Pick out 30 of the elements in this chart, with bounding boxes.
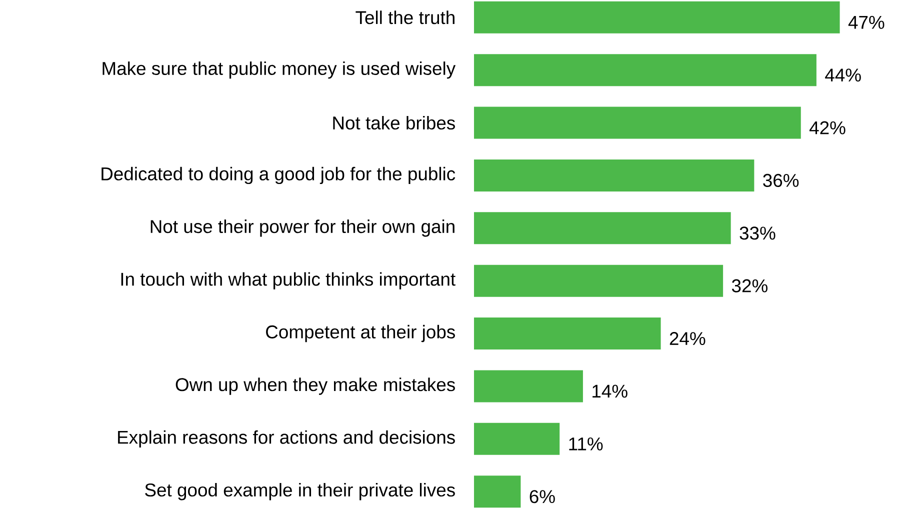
y-tick-label: Competent at their jobs <box>266 324 455 342</box>
data-label: 14% <box>592 384 628 398</box>
y-tick-label: Set good example in their private lives <box>145 483 455 500</box>
data-label: 44% <box>825 68 861 82</box>
data-label: 36% <box>763 174 799 187</box>
bar <box>474 106 801 139</box>
bar <box>474 54 816 86</box>
bar <box>474 422 560 455</box>
y-tick-label: Explain reasons for actions and decisions <box>118 430 455 448</box>
data-label: 6% <box>530 490 555 504</box>
data-label: 42% <box>810 121 846 134</box>
bar <box>474 264 724 297</box>
y-tick-label: In touch with what public thinks important <box>121 272 456 290</box>
y-tick-label: Own up when they make mistakes <box>176 378 455 395</box>
data-label: 24% <box>670 332 706 346</box>
bar <box>474 159 754 192</box>
y-tick-label: Not take bribes <box>333 116 455 130</box>
bar <box>474 212 731 244</box>
y-tick-label: Dedicated to doing a good job for the public <box>102 166 456 184</box>
y-tick-label: Make sure that public money is used wisely <box>102 61 456 79</box>
data-label: 47% <box>848 16 884 29</box>
data-label: 33% <box>740 226 776 240</box>
data-label: 32% <box>732 279 768 292</box>
bar <box>474 1 840 34</box>
bar <box>474 476 521 508</box>
bar <box>474 318 661 350</box>
data-label: 11% <box>569 437 603 450</box>
bar <box>474 370 583 402</box>
y-tick-label: Tell the truth <box>356 10 454 24</box>
y-tick-label: Not use their power for their own gain <box>150 220 454 237</box>
